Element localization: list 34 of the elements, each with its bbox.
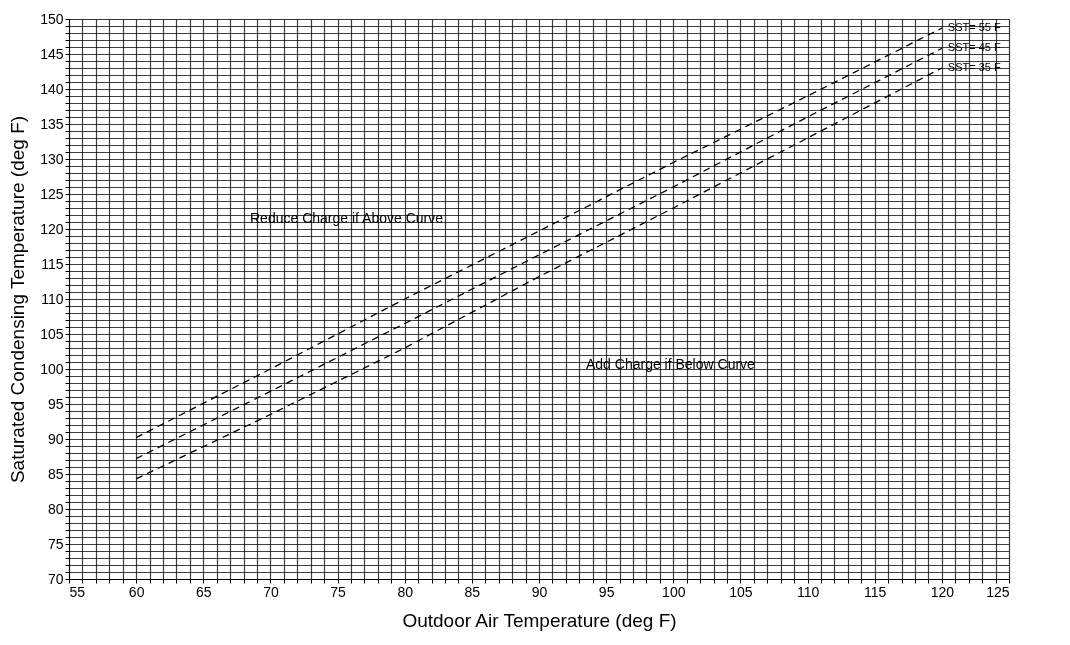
x-axis-title: Outdoor Air Temperature (deg F): [402, 609, 677, 631]
y-tick-label: 75: [47, 535, 64, 552]
y-tick-label: 95: [47, 395, 64, 412]
x-tick-label: 55: [69, 583, 86, 600]
y-tick-label: 110: [41, 290, 64, 307]
y-tick-label: 100: [40, 360, 64, 377]
x-tick-label: 80: [397, 583, 414, 600]
x-tick-label: 105: [729, 583, 753, 600]
x-tick-label: 110: [796, 583, 820, 600]
y-tick-label: 80: [47, 500, 64, 517]
x-tick-label: 115: [864, 583, 887, 600]
y-tick-label: 145: [40, 45, 64, 62]
x-tick-label: 60: [128, 583, 145, 600]
x-tick-label: 70: [263, 583, 279, 600]
x-tick-label: 120: [930, 583, 955, 600]
x-tick-label: 100: [662, 583, 686, 600]
y-tick-label: 105: [40, 325, 64, 342]
x-tick-label: 65: [196, 583, 212, 600]
y-tick-label: 125: [40, 185, 64, 202]
x-tick-label: 75: [330, 583, 347, 600]
x-tick-label: 85: [464, 583, 481, 600]
y-tick-label: 135: [40, 115, 64, 132]
x-tick-label: 95: [598, 583, 615, 600]
y-tick-label: 115: [41, 255, 64, 272]
y-tick-label: 70: [47, 570, 64, 587]
y-tick-label: 150: [40, 10, 64, 27]
y-tick-label: 85: [47, 465, 64, 482]
y-axis-title: Saturated Condensing Temperature (deg F): [7, 115, 29, 484]
y-tick-label: 90: [47, 430, 64, 447]
y-tick-label: 130: [40, 150, 64, 167]
x-tick-label: 125: [986, 583, 1010, 600]
x-tick-label: 90: [531, 583, 548, 600]
y-tick-label: 140: [40, 80, 64, 97]
y-tick-label: 120: [40, 220, 64, 237]
